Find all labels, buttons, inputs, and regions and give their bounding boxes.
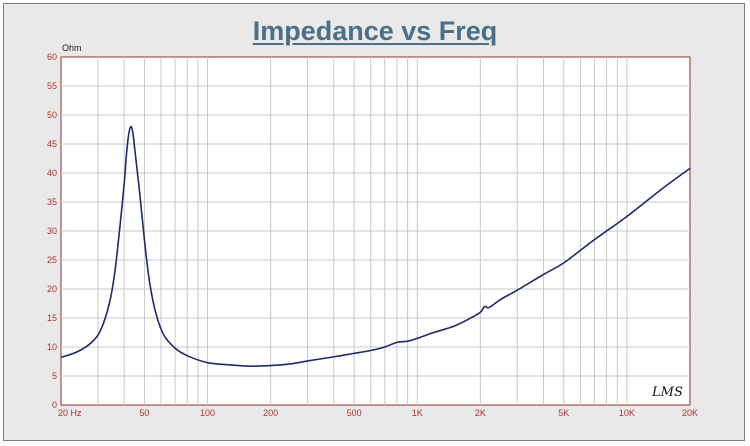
y-tick-label: 5 bbox=[52, 371, 57, 381]
x-tick-label: 20 Hz bbox=[58, 408, 82, 418]
x-tick-label: 500 bbox=[347, 408, 362, 418]
impedance-curve bbox=[60, 125, 691, 367]
lms-signature: LMS bbox=[651, 385, 683, 400]
y-tick-label: 10 bbox=[47, 342, 57, 352]
y-tick-label: 25 bbox=[47, 255, 57, 265]
x-tick-label: 1K bbox=[412, 408, 423, 418]
y-tick-label: 40 bbox=[47, 168, 57, 178]
y-axis-unit: Ohm bbox=[62, 43, 82, 53]
x-tick-label: 50 bbox=[139, 408, 149, 418]
y-tick-label: 20 bbox=[47, 284, 57, 294]
y-tick-label: 30 bbox=[47, 226, 57, 236]
y-tick-label: 50 bbox=[47, 110, 57, 120]
x-tick-label: 5K bbox=[558, 408, 569, 418]
y-tick-label: 55 bbox=[47, 81, 57, 91]
chart-title: Impedance vs Freq bbox=[252, 16, 498, 46]
y-tick-label: 45 bbox=[47, 139, 57, 149]
axis-ticks: 0 5 10 15 20 25 30 35 40 45 50 55 60 20 Hz 50 100 200 500… bbox=[47, 52, 698, 418]
x-tick-label: 100 bbox=[200, 408, 215, 418]
grid-lines bbox=[61, 57, 690, 405]
y-tick-label: 15 bbox=[47, 313, 57, 323]
x-tick-label: 10K bbox=[619, 408, 635, 418]
x-tick-label: 200 bbox=[263, 408, 278, 418]
y-tick-label: 35 bbox=[47, 197, 57, 207]
lms-signature-text: LMS bbox=[651, 385, 683, 400]
x-tick-label: 2K bbox=[475, 408, 486, 418]
x-tick-label: 20K bbox=[682, 408, 698, 418]
y-tick-label: 0 bbox=[52, 400, 57, 410]
y-tick-label: 60 bbox=[47, 52, 57, 62]
